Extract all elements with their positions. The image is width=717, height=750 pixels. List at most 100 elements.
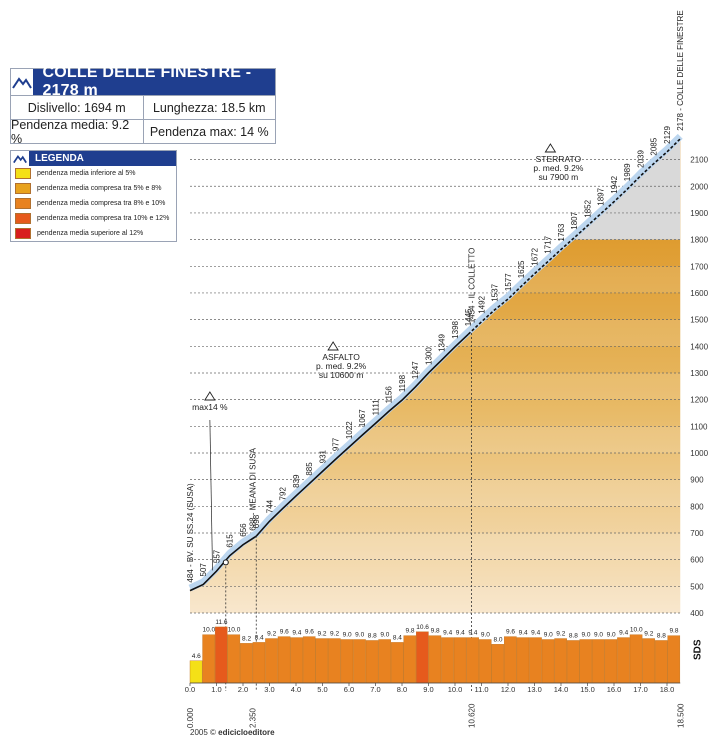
gradient-bar [315, 638, 329, 684]
x-tick-label: 18.0 [660, 685, 675, 694]
profile-band [190, 372, 681, 400]
elevation-label: 1763 [557, 223, 566, 241]
y-tick-label: 2000 [690, 182, 708, 191]
gradient-bar [428, 635, 442, 684]
gradient-bar-label: 9.4 [443, 630, 452, 637]
gradient-bar-label: 8.8 [657, 632, 666, 639]
pendenza-max-value: Pendenza max: 14 % [142, 120, 276, 143]
climb-title: COLLE DELLE FINESTRE - 2178 m [42, 64, 252, 99]
gradient-bar [416, 631, 429, 684]
gradient-bar [592, 639, 605, 684]
copyright: 2005 © edicicloeditore [190, 728, 275, 737]
legend-label: pendenza media superiore al 12% [37, 230, 144, 237]
elevation-label: 1852 [584, 199, 593, 217]
x-tick-label: 15.0 [580, 685, 595, 694]
gradient-bar [478, 639, 492, 684]
x-tick-label: 2.0 [238, 685, 248, 694]
elevation-label: 931 [319, 449, 328, 463]
elevation-label: 1942 [610, 175, 619, 193]
gradient-bar [566, 640, 580, 684]
profile-band [190, 586, 681, 613]
gradient-bar-label: 9.2 [556, 631, 565, 638]
gradient-bar [604, 639, 618, 684]
gradient-bar-label: 9.4 [456, 630, 465, 637]
y-tick-label: 500 [690, 582, 704, 591]
y-tick-label: 1100 [690, 422, 708, 431]
gradient-bar-label: 9.0 [594, 632, 603, 639]
copyright-year: 2005 © [190, 728, 216, 737]
elevation-label: 484 - BV. SU SS.24 (SUSA) [186, 483, 195, 583]
gradient-bar [390, 642, 404, 684]
pendenza-media-value: Pendenza media: 9.2 % [11, 117, 130, 146]
elevation-label: 1198 [398, 374, 407, 392]
asphalt-profile-line [189, 333, 469, 592]
gradient-bar-label: 9.0 [380, 632, 389, 639]
y-tick-label: 1600 [690, 289, 708, 298]
elevation-label: 656 [239, 523, 248, 537]
y-tick-label: 1200 [690, 396, 708, 405]
gradient-bar-label: 10.0 [228, 627, 241, 634]
elevation-label: 1156 [385, 386, 394, 404]
gradient-bar-label: 9.2 [267, 631, 276, 638]
x-tick-label: 11.0 [474, 685, 488, 694]
annotation-text: su 10600 m [319, 370, 363, 380]
mountain-triangle-icon [544, 143, 557, 153]
gradient-bar-label: 9.0 [581, 632, 590, 639]
elevation-label: 1349 [438, 334, 447, 352]
gradient-bar [554, 638, 567, 684]
gravel-profile-line [467, 138, 681, 335]
y-tick-label: 600 [690, 556, 704, 565]
gradient-bar [189, 660, 203, 684]
elevation-label: 688 - MEANA DI SUSA [248, 447, 257, 530]
gradient-bar [277, 636, 291, 684]
gradient-bar-label: 9.0 [481, 632, 490, 639]
elevation-label: 1454 - IL COLLETTO [467, 248, 476, 324]
legend-header: LEGENDA [11, 151, 176, 166]
elevation-label: 1492 [478, 295, 487, 313]
gradient-bar [403, 635, 417, 684]
elevation-label: 1247 [411, 361, 420, 379]
y-tick-label: 1300 [690, 369, 708, 378]
gradient-bar-label: 9.8 [405, 628, 414, 635]
gradient-bar-label: 9.0 [544, 632, 553, 639]
gradient-bar-label: 4.6 [192, 653, 201, 660]
gradient-bar-label: 9.6 [305, 629, 314, 636]
profile-sky-border [188, 133, 683, 592]
elevation-label: 1577 [504, 273, 513, 291]
elevation-label: 1398 [451, 320, 460, 338]
elevation-label: 1625 [517, 260, 526, 278]
gradient-bar [516, 637, 530, 684]
legend-label: pendenza media compresa tra 8% e 10% [37, 200, 166, 207]
legend-label: pendenza media compresa tra 5% e 8% [37, 185, 162, 192]
elevation-label: 507 [199, 563, 208, 577]
marker-point [222, 559, 229, 566]
publisher-brand: edicicloeditore [218, 728, 275, 737]
y-tick-label: 900 [690, 476, 704, 485]
elevation-label: 1300 [425, 347, 434, 365]
x-tick-label: 13.0 [527, 685, 542, 694]
gradient-bar [629, 634, 643, 684]
gradient-bar-label: 10.6 [416, 624, 429, 631]
gradient-bar-label: 10.0 [630, 627, 643, 634]
y-tick-label: 1400 [690, 342, 708, 351]
annotation-text: max14 % [192, 402, 228, 412]
elevation-label: 977 [332, 437, 341, 451]
profile-band [190, 266, 681, 293]
elevation-label: 1111 [372, 399, 381, 416]
lunghezza-value: Lunghezza: 18.5 km [142, 96, 276, 119]
gradient-bar-label: 9.8 [431, 628, 440, 635]
legend-item: pendenza media compresa tra 8% e 10% [11, 196, 176, 211]
gradient-bar-label: 9.0 [355, 632, 364, 639]
gradient-bar-label: 10.0 [203, 627, 216, 634]
x-tick-label: 16.0 [607, 685, 622, 694]
gradient-bar-label: 9.0 [607, 632, 616, 639]
gradient-bar-label: 9.6 [280, 629, 289, 636]
gradient-bar-label: 9.2 [330, 631, 339, 638]
gradient-bar-label: 9.4 [292, 630, 301, 637]
legend-label: pendenza media inferiore al 5% [37, 170, 136, 177]
key-distance-label: 18.500 [676, 703, 685, 728]
elevation-label: 1445 [464, 308, 473, 326]
gradient-bar [529, 637, 542, 684]
gradient-bar [202, 634, 215, 684]
gradient-bar [504, 636, 517, 684]
